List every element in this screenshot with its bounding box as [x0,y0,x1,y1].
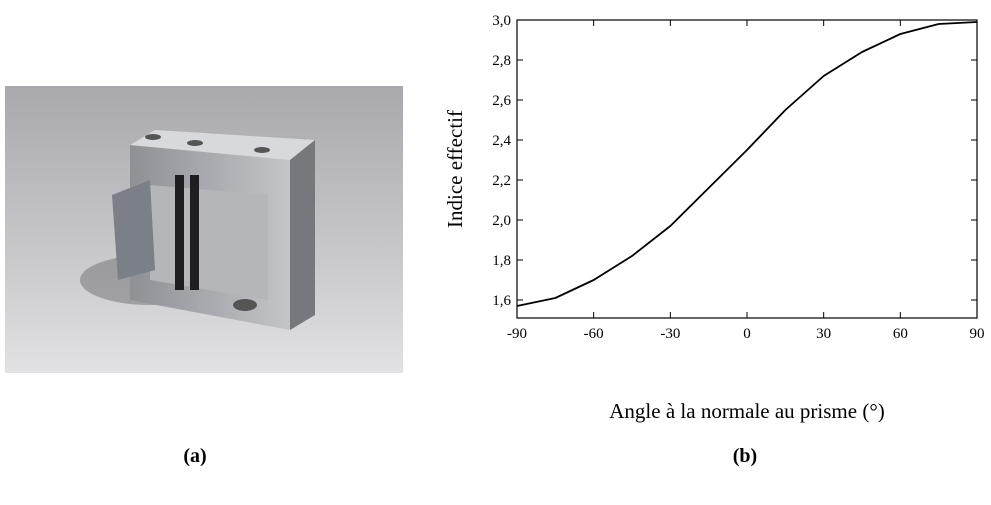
x-tick-label: 0 [743,326,751,342]
x-axis-label: Angle à la normale au prisme (°) [609,399,884,423]
y-tick-label: 2,2 [492,173,511,189]
y-tick-label: 2,6 [492,93,511,109]
curve [516,21,978,307]
x-tick-label: -60 [584,326,604,342]
photo [5,86,403,373]
y-tick-label: 3,0 [492,13,511,29]
caption: (b) [733,445,757,467]
plot-frame [516,19,978,319]
x-tick-label: 30 [816,326,831,342]
x-tick-label: 60 [893,326,908,342]
y-tick-label: 2,4 [492,133,511,149]
y-tick-label: 2,8 [492,53,511,69]
x-tick-label: 90 [970,326,985,342]
y-tick-label: 1,6 [492,293,511,309]
x-tick-label: -30 [660,326,680,342]
x-tick-label: -90 [507,326,527,342]
caption: (a) [183,445,206,467]
y-tick-label: 2,0 [492,213,511,229]
y-tick-label: 1,8 [492,253,511,269]
y-axis-label: Indice effectif [443,110,467,228]
